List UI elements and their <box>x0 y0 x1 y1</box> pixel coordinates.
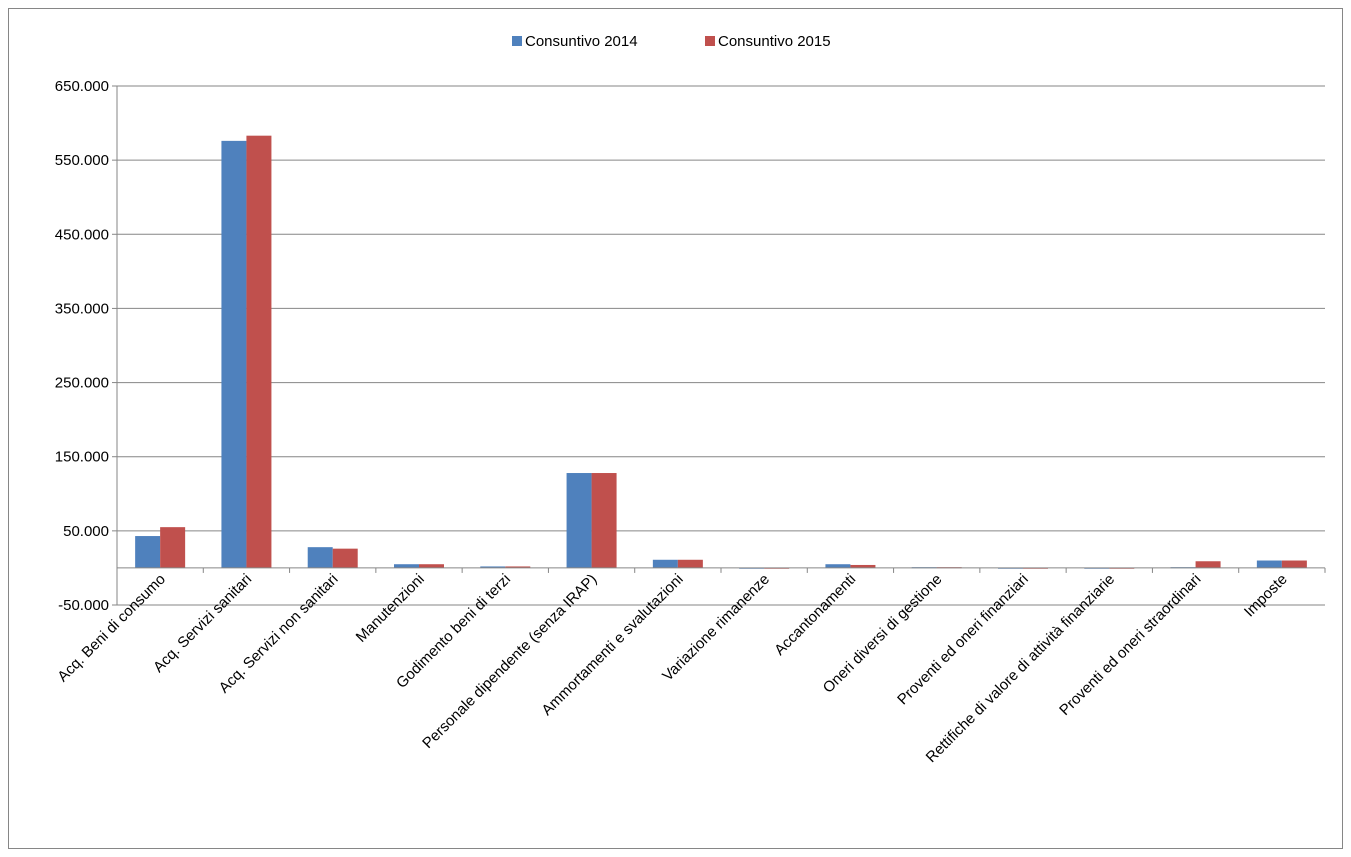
y-tick-label: 50.000 <box>63 523 109 540</box>
gridlines <box>117 85 1325 606</box>
x-tick-label: Imposte <box>1241 571 1291 621</box>
x-tick-label: Acq. Beni di consumo <box>54 571 169 686</box>
bar-chart: -50.000 50.000 150.000 250.000 350.000 450.00… <box>54 33 1326 766</box>
legend: Consuntivo 2014 Consuntivo 2015 <box>512 33 831 50</box>
bar <box>160 527 186 568</box>
x-tick-label: Personale dipendente (senza IRAP) <box>419 571 600 752</box>
y-tick-label: 550.000 <box>55 152 109 169</box>
bar <box>1281 560 1307 568</box>
bar <box>1195 561 1221 568</box>
legend-label: Consuntivo 2014 <box>525 33 638 50</box>
x-tick-label: Ammortamenti e svalutazioni <box>538 571 686 719</box>
bar <box>677 559 703 568</box>
legend-label: Consuntivo 2015 <box>718 33 831 50</box>
bar <box>566 473 592 568</box>
bar <box>135 536 161 568</box>
bar <box>825 564 851 568</box>
y-tick-label: 250.000 <box>55 375 109 392</box>
bar <box>850 564 876 568</box>
x-tick-label: Proventi ed oneri straordinari <box>1056 571 1204 719</box>
bars <box>135 135 1307 569</box>
bar <box>505 566 531 568</box>
bar <box>394 564 419 568</box>
y-tick-label: 450.000 <box>55 226 109 243</box>
legend-swatch <box>512 36 522 46</box>
bar <box>591 473 617 568</box>
chart-frame: -50.000 50.000 150.000 250.000 350.000 450.00… <box>8 8 1343 849</box>
legend-swatch <box>705 36 715 46</box>
bar <box>652 559 678 568</box>
y-tick-label: 150.000 <box>55 449 109 466</box>
x-tick-label: Manutenzioni <box>353 571 428 646</box>
bar <box>1256 560 1282 568</box>
x-tick-label: Rettifiche di valore di attività finanzi… <box>923 571 1118 766</box>
bar <box>221 140 247 568</box>
y-tick-label: 650.000 <box>55 78 109 95</box>
y-tick-label: 350.000 <box>55 300 109 317</box>
axes <box>112 85 1326 606</box>
y-tick-labels: -50.000 50.000 150.000 250.000 350.000 450.00… <box>55 78 109 614</box>
bar <box>419 564 444 568</box>
x-tick-label: Accantonamenti <box>771 571 859 659</box>
bar <box>307 547 333 568</box>
bar <box>332 548 358 568</box>
bar <box>480 566 506 568</box>
bar <box>246 135 272 568</box>
y-tick-label: -50.000 <box>58 597 109 614</box>
